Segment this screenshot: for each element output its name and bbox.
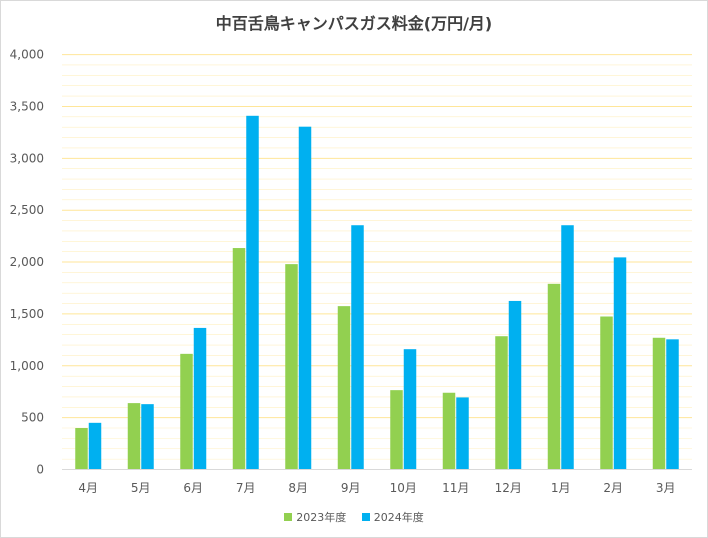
bar-2024 [613,257,627,470]
y-tick-label: 2,500 [10,203,44,217]
x-tick-label: 7月 [236,481,256,495]
bar-2024 [561,225,574,470]
x-tick-label: 8月 [288,481,308,495]
legend-swatch-2023 [284,513,293,521]
legend-swatch-2024 [361,513,370,521]
bar-2023 [442,392,456,470]
y-tick-label: 4,000 [10,48,44,62]
bar-2023 [600,316,613,470]
bar-2024 [351,225,364,470]
bar-2024 [141,404,154,470]
x-tick-label: 2月 [603,481,623,495]
x-tick-label: 11月 [442,481,469,495]
bar-2023 [337,306,351,470]
x-tick-label: 12月 [495,481,522,495]
bar-2023 [232,248,246,470]
x-tick-label: 10月 [390,481,417,495]
bar-2023 [75,428,88,470]
x-tick-label: 9月 [341,481,361,495]
bar-2023 [495,336,508,470]
bar-2024 [666,339,679,470]
legend-label-2024: 2024年度 [373,511,424,524]
bar-2023 [127,403,141,470]
bar-2023 [180,353,193,470]
bar-2023 [652,337,666,470]
x-tick-label: 6月 [183,481,203,495]
y-tick-label: 0 [36,463,44,477]
legend: 2023年度 2024年度 [0,509,708,525]
y-tick-label: 3,000 [10,151,44,165]
x-tick-label: 3月 [656,481,676,495]
bar-2024 [456,397,469,470]
bar-2024 [403,349,417,470]
bar-2024 [193,327,207,470]
legend-item-2024: 2024年度 [361,509,424,525]
legend-item-2023: 2023年度 [284,509,346,525]
x-tick-label: 4月 [78,481,98,495]
y-tick-label: 2,000 [10,255,44,269]
x-tick-label: 1月 [551,481,571,495]
bar-2024 [246,115,259,470]
y-tick-label: 3,500 [10,99,44,113]
bar-2023 [285,264,298,470]
y-tick-label: 1,000 [10,359,44,373]
bar-2024 [508,300,522,470]
bar-2023 [390,390,403,470]
chart-title: 中百舌鳥キャンパスガス料金(万円/月) [215,14,493,33]
y-tick-label: 1,500 [10,307,44,321]
y-tick-label: 500 [21,411,44,425]
bar-2023 [547,283,561,470]
bar-2024 [298,126,312,470]
legend-label-2023: 2023年度 [296,511,347,524]
x-tick-label: 5月 [131,481,151,495]
bar-2024 [88,422,102,470]
